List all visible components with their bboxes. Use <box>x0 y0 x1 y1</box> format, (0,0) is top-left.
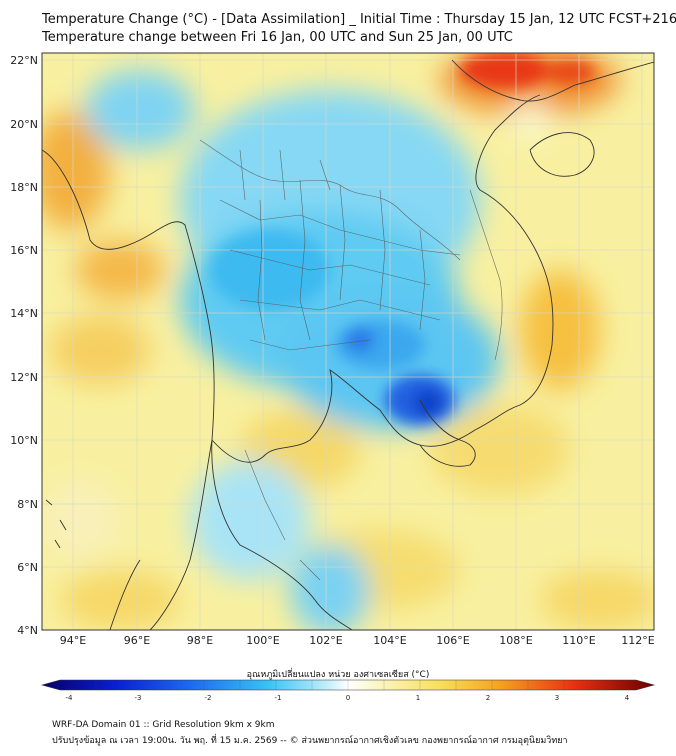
x-tick-label: 112°E <box>621 634 654 647</box>
coastlines <box>42 59 654 630</box>
x-tick-label: 104°E <box>373 634 406 647</box>
colorbar-tick: 3 <box>555 694 559 702</box>
x-tick-label: 108°E <box>499 634 532 647</box>
map-title: Temperature Change (°C) - [Data Assimila… <box>42 12 676 27</box>
footer-model-info: WRF-DA Domain 01 :: Grid Resolution 9km … <box>52 720 275 730</box>
x-tick-label: 102°E <box>309 634 342 647</box>
x-tick-label: 106°E <box>436 634 469 647</box>
y-tick-label: 22°N <box>10 54 38 67</box>
colorbar-tick: 1 <box>416 694 420 702</box>
y-axis: 22°N 20°N 18°N 16°N 14°N 12°N 10°N 8°N 6… <box>10 54 38 637</box>
colorbar-bar <box>40 679 656 691</box>
y-tick-label: 10°N <box>10 434 38 447</box>
colorbar-label: อุณหภูมิเปลี่ยนแปลง หน่วย องศาเซลเซียส (… <box>246 670 430 680</box>
province-boundaries <box>199 139 503 581</box>
temperature-field <box>42 53 654 630</box>
y-tick-label: 8°N <box>17 498 38 511</box>
x-tick-label: 98°E <box>187 634 213 647</box>
y-tick-label: 4°N <box>17 624 38 637</box>
colorbar-tick: 0 <box>346 694 350 702</box>
y-tick-label: 6°N <box>17 561 38 574</box>
map-subtitle: Temperature change between Fri 16 Jan, 0… <box>42 30 513 45</box>
map-frame <box>41 52 655 631</box>
colorbar: -4 -3 -2 -1 0 1 2 3 4 <box>40 679 656 702</box>
y-tick-label: 16°N <box>10 244 38 257</box>
x-tick-label: 110°E <box>562 634 595 647</box>
y-tick-label: 18°N <box>10 181 38 194</box>
footer-update-info: ปรับปรุงข้อมูล ณ เวลา 19:00น. วัน พฤ. ที… <box>52 736 568 746</box>
colorbar-tick: -2 <box>205 694 212 702</box>
colorbar-tick: -4 <box>66 694 74 702</box>
colorbar-tick: -3 <box>135 694 142 702</box>
colorbar-tick: 2 <box>486 694 490 702</box>
x-tick-label: 96°E <box>124 634 150 647</box>
y-tick-label: 12°N <box>10 371 38 384</box>
colorbar-tick: 4 <box>625 694 630 702</box>
y-tick-label: 20°N <box>10 118 38 131</box>
y-tick-label: 14°N <box>10 307 38 320</box>
x-tick-label: 100°E <box>246 634 279 647</box>
x-axis: 94°E 96°E 98°E 100°E 102°E 104°E 106°E 1… <box>60 634 655 647</box>
colorbar-tick: -1 <box>275 694 282 702</box>
x-tick-label: 94°E <box>60 634 86 647</box>
